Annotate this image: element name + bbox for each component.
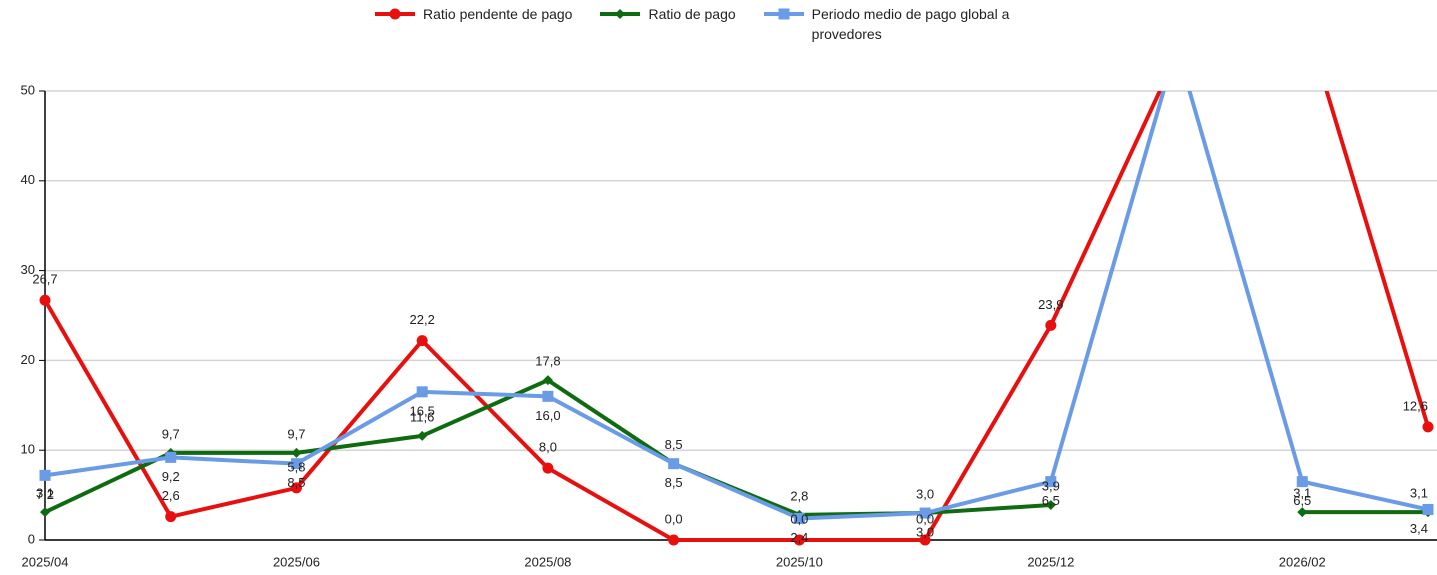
marker <box>417 430 428 441</box>
marker <box>542 462 554 474</box>
marker <box>165 451 177 463</box>
data-label: 2,6 <box>162 488 180 503</box>
y-tick-label: 30 <box>21 262 35 277</box>
marker <box>40 507 50 518</box>
legend-label: Ratio pendente de pago <box>423 6 573 22</box>
data-label: 11,6 <box>410 409 434 424</box>
y-tick-label: 10 <box>21 442 35 457</box>
series-layer <box>39 5 1434 546</box>
marker <box>1297 5 1308 16</box>
marker <box>1045 319 1057 331</box>
data-label: 3,9 <box>1042 478 1060 493</box>
data-label: 0,0 <box>916 511 934 526</box>
data-label: 8,5 <box>287 475 305 490</box>
marker <box>39 469 51 481</box>
data-label: 0,0 <box>790 511 808 526</box>
marker <box>542 390 554 402</box>
legend-label: Periodo medio de pago global a provedore… <box>811 6 1010 42</box>
legend-swatch <box>375 8 415 20</box>
marker <box>793 512 805 524</box>
marker <box>1171 41 1182 52</box>
legend-marker <box>389 8 401 20</box>
data-label: 3,0 <box>916 524 934 539</box>
marker <box>291 447 302 458</box>
y-tick-label: 0 <box>28 531 35 546</box>
y-tick-label: 50 <box>21 82 35 97</box>
data-label: 8,5 <box>665 475 683 490</box>
data-label: 2,4 <box>790 530 808 545</box>
data-label: 9,7 <box>287 426 305 441</box>
marker <box>39 294 51 306</box>
data-label: 26,7 <box>32 272 57 287</box>
marker <box>793 534 805 546</box>
legend-label: Ratio de pago <box>648 6 736 22</box>
series-line <box>43 91 1430 542</box>
marker <box>1422 421 1434 433</box>
y-tick-label: 20 <box>21 352 35 367</box>
marker <box>542 375 553 386</box>
data-label: 3,1 <box>1293 486 1311 501</box>
data-label: 8,0 <box>539 440 557 455</box>
data-label: 3,1 <box>36 486 54 501</box>
marker <box>1045 499 1056 510</box>
data-label: 16,5 <box>410 403 435 418</box>
x-tick-label: 2025/10 <box>776 554 823 569</box>
series-line <box>44 378 1428 517</box>
data-label: 0,0 <box>665 511 683 526</box>
y-tick-label: 40 <box>21 172 35 187</box>
legend-item: Periodo medio de pago global a provedore… <box>763 4 1032 44</box>
marker <box>290 458 302 470</box>
data-label: 6,5 <box>1042 493 1060 508</box>
data-label: 17,8 <box>535 354 560 369</box>
legend-swatch <box>600 9 641 19</box>
x-tick-label: 2025/06 <box>273 554 320 569</box>
marker <box>1422 503 1434 515</box>
marker <box>290 482 302 494</box>
legend-item: Ratio de pago <box>600 4 736 44</box>
marker <box>919 534 931 546</box>
marker <box>416 386 428 398</box>
data-label: 7,2 <box>36 487 54 502</box>
x-tick-label: 2025/12 <box>1027 554 1074 569</box>
data-label: 23,9 <box>1038 297 1063 312</box>
data-label: 6,5 <box>1293 493 1311 508</box>
data-label: 16,0 <box>535 408 560 423</box>
x-tick-label: 2026/02 <box>1279 554 1326 569</box>
legend-item: Ratio pendente de pago <box>375 4 572 44</box>
data-label: 22,2 <box>410 312 435 327</box>
x-tick-label: 2025/08 <box>524 554 571 569</box>
series-line <box>44 91 1429 521</box>
data-label: 3,0 <box>916 486 934 501</box>
data-label: 12,6 <box>1403 398 1428 413</box>
legend-swatch <box>763 8 804 20</box>
marker <box>668 458 680 470</box>
data-label: 9,7 <box>162 426 180 441</box>
marker <box>1296 476 1308 488</box>
data-label: 2,8 <box>790 488 808 503</box>
data-label: 9,2 <box>162 469 180 484</box>
marker <box>416 335 428 347</box>
legend-marker <box>615 9 626 19</box>
marker <box>1045 476 1057 488</box>
marker <box>668 534 680 546</box>
marker <box>165 511 177 523</box>
marker <box>919 507 931 519</box>
marker <box>1171 50 1182 61</box>
x-tick-label: 2025/04 <box>22 554 69 569</box>
marker <box>1297 507 1308 518</box>
data-label: 5,8 <box>287 459 305 474</box>
legend-marker <box>778 8 790 20</box>
legend: Ratio pendente de pago Ratio de pago Perio… <box>375 4 1032 44</box>
data-label: 3,1 <box>1410 486 1428 501</box>
data-label: 3,4 <box>1410 521 1428 536</box>
data-label: 8,5 <box>665 437 683 452</box>
